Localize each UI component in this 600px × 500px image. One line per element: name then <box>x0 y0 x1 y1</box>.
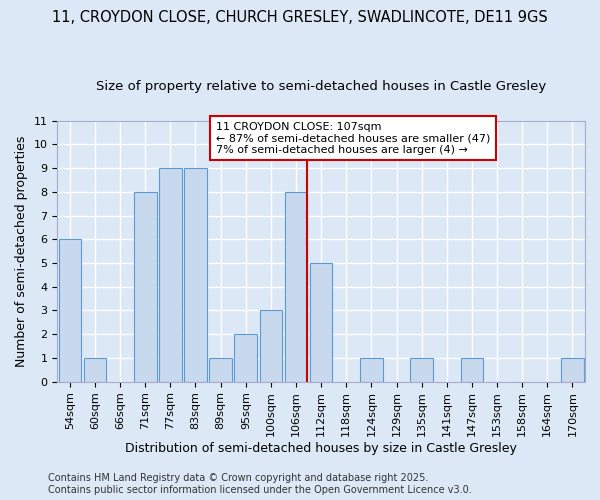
Bar <box>134 192 157 382</box>
Bar <box>461 358 483 382</box>
Bar <box>235 334 257 382</box>
Bar <box>310 263 332 382</box>
Bar <box>209 358 232 382</box>
Bar <box>561 358 584 382</box>
Text: 11, CROYDON CLOSE, CHURCH GRESLEY, SWADLINCOTE, DE11 9GS: 11, CROYDON CLOSE, CHURCH GRESLEY, SWADL… <box>52 10 548 25</box>
Bar <box>159 168 182 382</box>
Text: 11 CROYDON CLOSE: 107sqm
← 87% of semi-detached houses are smaller (47)
7% of se: 11 CROYDON CLOSE: 107sqm ← 87% of semi-d… <box>215 122 490 155</box>
Bar <box>59 240 81 382</box>
Title: Size of property relative to semi-detached houses in Castle Gresley: Size of property relative to semi-detach… <box>96 80 546 93</box>
Bar <box>360 358 383 382</box>
Y-axis label: Number of semi-detached properties: Number of semi-detached properties <box>15 136 28 367</box>
Bar <box>184 168 207 382</box>
Text: Contains HM Land Registry data © Crown copyright and database right 2025.
Contai: Contains HM Land Registry data © Crown c… <box>48 474 472 495</box>
Bar <box>285 192 307 382</box>
Bar <box>83 358 106 382</box>
X-axis label: Distribution of semi-detached houses by size in Castle Gresley: Distribution of semi-detached houses by … <box>125 442 517 455</box>
Bar <box>410 358 433 382</box>
Bar <box>260 310 282 382</box>
